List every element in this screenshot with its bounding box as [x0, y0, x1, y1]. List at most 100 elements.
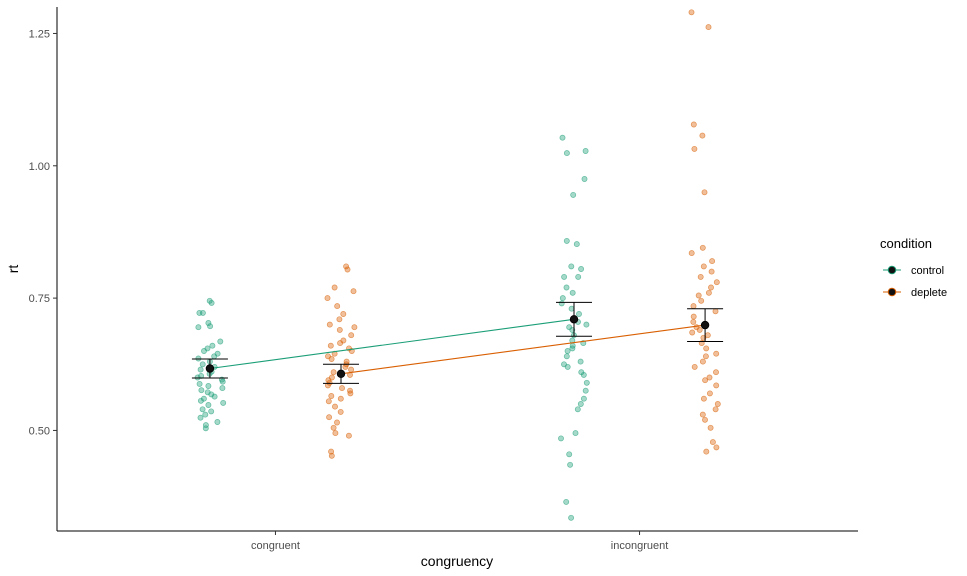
data-point-deplete: [698, 297, 705, 304]
data-point-control: [561, 273, 568, 280]
data-point-control: [576, 311, 582, 317]
data-point-control: [195, 324, 202, 331]
data-point-control: [211, 353, 218, 360]
data-point-deplete: [326, 321, 333, 328]
data-point-control: [582, 387, 589, 394]
data-point-deplete: [695, 292, 702, 299]
data-point-deplete: [325, 398, 332, 405]
legend: condition control deplete: [880, 236, 947, 299]
data-point-control: [207, 323, 214, 330]
legend-key-point-control: [887, 265, 897, 275]
data-point-control: [199, 361, 206, 368]
data-point-control: [568, 305, 575, 312]
data-point-control: [202, 411, 209, 418]
data-point-control: [197, 366, 204, 373]
data-point-deplete: [707, 424, 714, 431]
data-point-control: [198, 387, 205, 394]
data-point-deplete: [702, 353, 709, 360]
y-tick-label: 0.75: [29, 293, 50, 305]
data-point-deplete: [336, 326, 343, 333]
data-point-control: [202, 425, 209, 432]
data-point-control: [208, 408, 215, 415]
data-point-deplete: [714, 401, 721, 407]
data-point-deplete: [328, 356, 335, 362]
data-point-control: [197, 397, 204, 404]
data-point-deplete: [713, 382, 720, 389]
data-point-deplete: [348, 366, 355, 373]
data-point-control: [197, 414, 204, 421]
data-point-deplete: [343, 263, 350, 270]
data-point-control: [583, 379, 590, 386]
data-point-control: [202, 422, 209, 429]
data-point-control: [200, 395, 207, 402]
data-point-deplete: [699, 358, 706, 365]
data-point-control: [577, 401, 584, 407]
data-point-control: [219, 378, 226, 385]
data-point-control: [559, 134, 566, 141]
data-point-deplete: [342, 363, 349, 370]
data-point-deplete: [334, 419, 340, 426]
y-ticks: 0.50 0.75 1.00 1.25: [29, 28, 57, 437]
data-point-control: [196, 380, 203, 387]
data-point-deplete: [705, 289, 712, 296]
data-point-deplete: [691, 363, 698, 370]
data-point-deplete: [350, 288, 357, 295]
data-point-control: [211, 393, 218, 400]
data-point-control: [580, 395, 587, 402]
data-point-control: [566, 451, 573, 458]
data-point-control: [558, 435, 564, 442]
data-point-deplete: [340, 311, 347, 317]
data-point-control: [578, 266, 585, 272]
data-point-control: [572, 430, 579, 437]
x-tick-label: incongruent: [611, 540, 669, 552]
y-tick-label: 1.25: [29, 28, 50, 40]
mean-point-deplete: [336, 369, 346, 378]
mean-points: [205, 315, 710, 378]
mean-lines: [209, 318, 706, 375]
data-point-deplete: [330, 369, 337, 376]
data-point-deplete: [347, 390, 354, 397]
data-point-control: [219, 385, 226, 392]
data-point-deplete: [345, 432, 352, 439]
data-point-control: [194, 374, 201, 381]
data-point-control: [574, 406, 581, 413]
error-bars: [191, 301, 724, 384]
data-point-deplete: [713, 350, 720, 357]
data-point-deplete: [326, 414, 333, 421]
data-point-deplete: [713, 279, 720, 286]
data-point-deplete: [690, 121, 697, 128]
data-point-deplete: [701, 189, 708, 196]
data-point-control: [214, 419, 221, 425]
data-point-control: [577, 358, 584, 365]
data-point-control: [568, 514, 575, 521]
data-point-deplete: [337, 408, 344, 415]
data-point-deplete: [336, 316, 343, 323]
data-point-deplete: [713, 444, 720, 451]
data-point-deplete: [324, 295, 331, 302]
data-point-control: [563, 498, 570, 505]
mean-line-control: [209, 318, 575, 370]
mean-point-control: [569, 315, 579, 324]
data-point-control: [563, 284, 570, 291]
data-point-deplete: [689, 329, 696, 336]
data-point-deplete: [712, 308, 719, 315]
data-point-deplete: [351, 324, 358, 331]
data-point-deplete: [705, 24, 712, 31]
data-point-control: [205, 383, 212, 389]
data-point-deplete: [328, 393, 335, 399]
data-point-deplete: [337, 395, 344, 402]
data-point-control: [564, 363, 571, 370]
data-point-control: [580, 371, 587, 378]
data-point-control: [575, 273, 582, 280]
y-tick-label: 1.00: [29, 161, 50, 173]
x-ticks: congruent incongruent: [251, 531, 668, 552]
data-point-deplete: [332, 430, 339, 437]
data-point-deplete: [708, 268, 715, 275]
data-point-deplete: [703, 448, 710, 455]
data-point-control: [563, 353, 570, 360]
data-point-control: [217, 338, 224, 345]
data-point-deplete: [331, 284, 338, 291]
data-point-deplete: [706, 390, 713, 397]
data-point-control: [568, 263, 575, 270]
